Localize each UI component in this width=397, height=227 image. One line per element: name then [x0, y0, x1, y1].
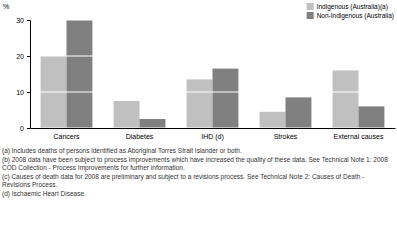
legend-label: Non-Indigenous (Australia)	[317, 12, 394, 20]
x-tick-label: Cancers	[53, 133, 80, 140]
y-tick-label: 30	[16, 17, 24, 24]
plot-area	[30, 20, 395, 128]
footnote: (c) Causes of death data for 2008 are pr…	[2, 173, 394, 190]
legend-swatch	[307, 3, 314, 10]
x-axis: Cancers Diabetes IHD (d) Strokes External ca…	[31, 129, 396, 141]
y-tick-label: 10	[16, 89, 24, 96]
chart: 0 10 20 30 Cancers Diabetes IHD (d) Strokes Exte…	[0, 0, 397, 145]
grid-line	[30, 56, 395, 57]
bar	[187, 79, 213, 128]
y-axis-title: %	[3, 3, 9, 10]
footnote: (d) Ischaemic Heart Disease.	[2, 190, 394, 199]
grid	[30, 20, 395, 128]
legend-swatch	[307, 12, 314, 19]
bar	[213, 69, 239, 128]
x-tick: Strokes	[274, 133, 298, 140]
y-tick: 30	[16, 17, 30, 24]
bar	[260, 112, 286, 128]
y-axis: 0 10 20 30	[16, 17, 30, 132]
x-axis-line	[31, 128, 396, 129]
y-tick-label: 0	[20, 125, 24, 132]
y-tick: 20	[16, 53, 30, 60]
x-tick-label: Diabetes	[126, 133, 154, 140]
legend: Indigenous (Australia)(a)Non-Indigenous …	[307, 3, 394, 20]
grid-line	[30, 128, 395, 129]
y-tick-mark	[27, 128, 30, 129]
y-tick-mark	[27, 92, 30, 93]
x-tick: Diabetes	[126, 133, 154, 140]
bar	[114, 101, 140, 128]
footnote: (b) 2008 data have been subject to proce…	[2, 156, 394, 173]
y-tick: 10	[16, 89, 30, 96]
grid-line	[30, 92, 395, 93]
y-axis-line	[27, 21, 31, 129]
bar	[359, 106, 385, 128]
x-tick: IHD (d)	[201, 133, 224, 141]
footnote: (a) Includes deaths of persons identifie…	[2, 147, 394, 156]
y-tick-mark	[27, 56, 30, 57]
bar	[67, 20, 93, 128]
x-tick-label: External causes	[334, 133, 384, 140]
legend-item: Non-Indigenous (Australia)	[307, 12, 394, 20]
x-tick-label: IHD (d)	[201, 133, 224, 141]
x-tick-label: Strokes	[274, 133, 298, 140]
x-tick: Cancers	[53, 133, 80, 140]
y-tick: 0	[20, 125, 30, 132]
bar	[140, 119, 166, 128]
bar	[286, 97, 312, 128]
legend-item: Indigenous (Australia)(a)	[307, 3, 388, 11]
y-tick-label: 20	[16, 53, 24, 60]
grid-line	[30, 20, 395, 21]
footnotes: (a) Includes deaths of persons identifie…	[2, 147, 394, 199]
bar	[333, 70, 359, 128]
legend-label: Indigenous (Australia)(a)	[317, 3, 388, 11]
y-tick-mark	[27, 20, 30, 21]
bar-series	[67, 20, 385, 128]
x-tick: External causes	[334, 133, 384, 140]
